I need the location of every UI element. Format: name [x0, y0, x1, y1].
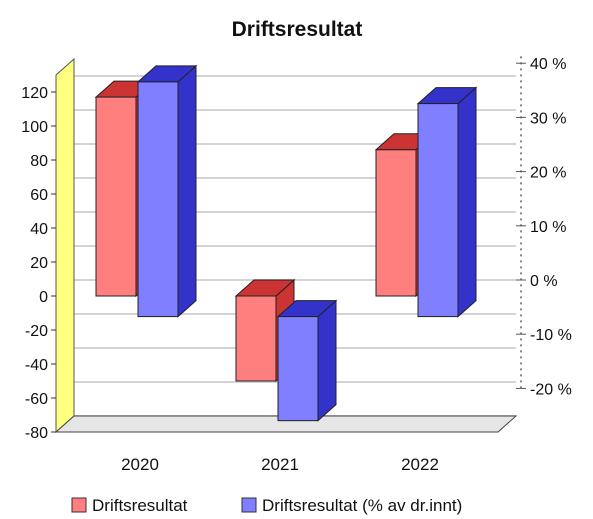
bar-pct-2020-side	[177, 64, 197, 318]
left-tick-label: -20	[25, 323, 48, 340]
bar-pct-2020-face	[137, 81, 179, 318]
left-tick-label: 100	[21, 119, 48, 136]
legend: Driftsresultat Driftsresultat (% av dr.in…	[71, 496, 462, 515]
left-tick-label: 60	[30, 187, 48, 204]
category-label: 2020	[121, 455, 159, 474]
side-wall	[55, 57, 75, 434]
plot-area: -80 -60 -40 -20 0 20 40 60 80 100 120 -20 % -10 % 0 %…	[21, 52, 572, 474]
left-tick-label: 80	[30, 153, 48, 170]
floor	[54, 415, 518, 433]
right-tick-label: 30 %	[530, 110, 566, 127]
bar-driftsresultat-2022-face	[375, 149, 417, 297]
left-tick-label: -40	[25, 357, 48, 374]
left-tick-label: 20	[30, 255, 48, 272]
right-tick-label: 20 %	[530, 165, 566, 182]
left-tick-label: 0	[39, 289, 48, 306]
left-tick-label: 120	[21, 85, 48, 102]
left-tick-label: 40	[30, 221, 48, 238]
right-tick-label: 10 %	[530, 219, 566, 236]
right-tick-label: -10 %	[530, 327, 572, 344]
right-tick-label: 0 %	[530, 273, 558, 290]
legend-label: Driftsresultat	[92, 496, 188, 515]
bar-pct-2021-face	[277, 316, 319, 422]
bar-driftsresultat-2021-face	[235, 295, 277, 382]
left-tick-label: -80	[25, 425, 48, 442]
right-tick-label: -20 %	[530, 381, 572, 398]
bar-pct-2021-side	[317, 299, 337, 422]
bar-pct-2020	[136, 64, 198, 318]
chart-title: Driftsresultat	[232, 18, 363, 41]
category-label: 2022	[401, 455, 439, 474]
legend-swatch	[71, 497, 87, 513]
right-tick-label: 40 %	[530, 56, 566, 73]
category-label: 2021	[261, 455, 299, 474]
bar-pct-2022	[416, 86, 478, 318]
bar-pct-2022-side	[457, 86, 477, 318]
bar-driftsresultat-2020-face	[95, 96, 137, 297]
legend-label: Driftsresultat (% av dr.innt)	[262, 496, 462, 515]
legend-swatch	[241, 497, 257, 513]
bar-pct-2022-face	[417, 103, 459, 318]
left-tick-label: -60	[25, 391, 48, 408]
bar-pct-2021	[276, 299, 338, 422]
